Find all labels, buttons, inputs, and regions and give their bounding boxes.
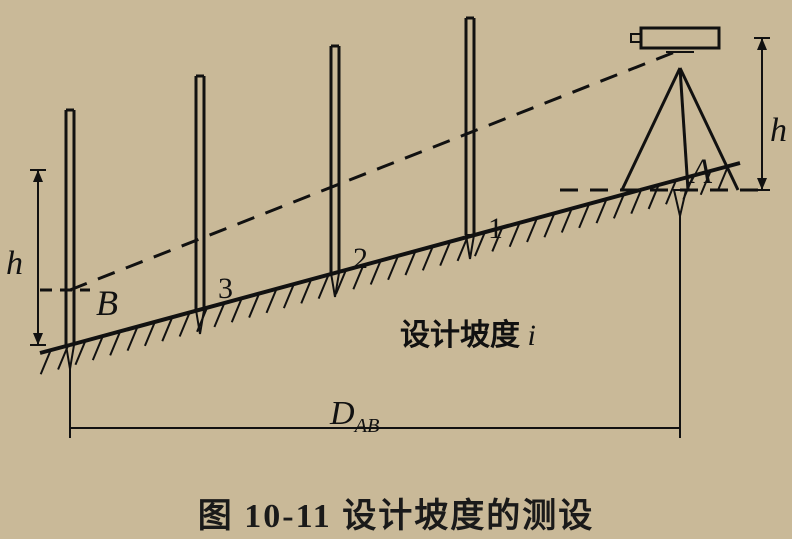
diagram-svg bbox=[0, 0, 792, 539]
figure-caption: 图 10-11 设计坡度的测设 bbox=[0, 488, 792, 537]
label-stake-2: 2 bbox=[353, 242, 368, 276]
label-slope: 设计坡度 i bbox=[400, 310, 536, 354]
label-A: A bbox=[690, 150, 712, 192]
label-h-right: h bbox=[770, 112, 787, 150]
label-B: B bbox=[96, 282, 118, 324]
label-stake-1: 1 bbox=[488, 212, 503, 246]
label-h-left: h bbox=[6, 245, 23, 283]
diagram-canvas: A B h h 1 2 3 DAB 设计坡度 i 图 10-11 设计坡度的测设 bbox=[0, 0, 792, 539]
label-stake-3: 3 bbox=[218, 272, 233, 306]
label-D-AB: DAB bbox=[330, 395, 379, 438]
